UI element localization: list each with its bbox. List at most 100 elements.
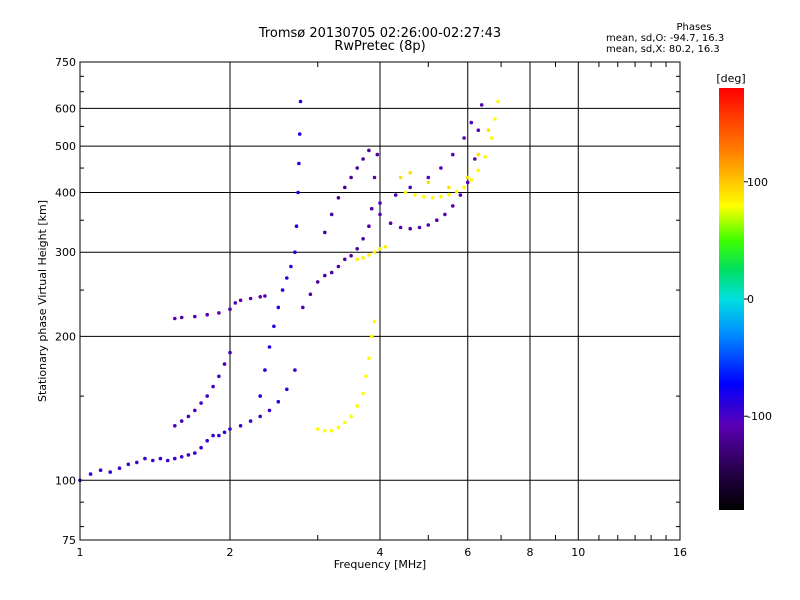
data-point	[228, 427, 232, 431]
data-point	[462, 136, 466, 140]
data-point	[267, 345, 272, 349]
data-point	[217, 433, 221, 438]
data-point	[355, 247, 360, 251]
data-point	[263, 368, 267, 372]
data-point	[263, 294, 267, 298]
data-point	[323, 273, 327, 278]
data-point	[205, 312, 209, 317]
data-point	[393, 193, 398, 197]
data-point	[426, 175, 431, 180]
data-point	[98, 468, 103, 473]
x-tick-labels: 1 2 4 6 8 10 16	[77, 546, 688, 559]
data-point	[343, 257, 347, 262]
x-tick-label: 10	[571, 546, 585, 559]
data-point	[479, 103, 484, 107]
data-point	[367, 224, 371, 228]
x-tick-label: 6	[464, 546, 471, 559]
data-point	[217, 311, 221, 315]
data-point	[426, 180, 431, 185]
data-point	[205, 438, 209, 443]
data-point	[158, 456, 163, 461]
y-tick-label: 400	[55, 186, 76, 199]
data-point	[439, 194, 443, 199]
x-axis-label: Frequency [MHz]	[334, 558, 426, 571]
x-tick-label: 2	[227, 546, 234, 559]
data-point	[417, 225, 422, 230]
data-point	[343, 420, 347, 425]
data-point	[315, 280, 320, 284]
data-point	[258, 394, 263, 398]
data-point	[285, 276, 289, 280]
data-point	[364, 374, 368, 379]
data-point	[465, 180, 470, 185]
data-point	[179, 419, 184, 423]
data-point	[447, 185, 451, 190]
data-point	[408, 226, 413, 231]
data-point	[276, 305, 281, 310]
chart-subtitle: RwPretec (8p)	[334, 39, 426, 54]
data-point	[378, 212, 382, 217]
data-point	[217, 374, 221, 379]
data-point	[88, 472, 93, 476]
plot-frame	[79, 61, 681, 541]
colorbar	[719, 88, 744, 510]
data-point	[349, 414, 353, 419]
data-point	[465, 175, 470, 180]
data-point	[315, 427, 320, 431]
data-point	[126, 462, 131, 467]
data-point	[301, 305, 305, 310]
y-tick-label: 200	[55, 330, 76, 343]
data-point	[165, 458, 170, 463]
data-point	[422, 194, 426, 199]
data-point	[486, 128, 491, 132]
y-axis-label: Stationary phase Virtual Height [km]	[36, 200, 49, 402]
y-tick-label: 100	[55, 474, 76, 487]
data-point	[323, 230, 327, 235]
data-point	[403, 190, 408, 195]
data-point	[329, 212, 334, 217]
data-point	[454, 189, 459, 194]
data-point	[108, 470, 112, 474]
data-point	[369, 334, 374, 339]
data-point	[329, 270, 334, 275]
data-point	[367, 148, 371, 153]
data-point	[361, 255, 365, 260]
data-point	[143, 456, 147, 461]
data-point	[323, 428, 327, 433]
colorbar-tick-label: 100	[747, 176, 768, 189]
data-point	[293, 368, 297, 372]
data-point	[489, 136, 494, 140]
data-point	[361, 391, 365, 396]
phase-stats-o-mode: mean, sd,O: -94.7, 16.3	[606, 33, 725, 44]
data-point	[117, 466, 122, 471]
data-point	[258, 414, 263, 419]
data-point	[447, 192, 451, 197]
data-point	[267, 408, 272, 413]
data-point	[398, 175, 403, 180]
data-point	[367, 253, 371, 257]
phase-stats: Phases mean, sd,O: -94.7, 16.3 mean, sd,…	[606, 22, 756, 55]
data-point	[469, 120, 474, 125]
data-point	[297, 132, 302, 136]
data-point	[205, 394, 209, 398]
data-point	[211, 433, 215, 438]
data-point	[408, 170, 413, 175]
data-point	[179, 455, 184, 459]
data-point	[272, 324, 276, 329]
data-point	[372, 319, 377, 324]
x-tick-label: 4	[377, 546, 384, 559]
data-point	[173, 424, 177, 428]
data-point	[375, 152, 380, 157]
data-point	[413, 193, 417, 197]
data-point	[476, 128, 481, 132]
data-point	[173, 456, 177, 461]
data-point	[293, 250, 297, 254]
data-point	[378, 247, 382, 251]
data-point	[233, 301, 238, 305]
data-point	[398, 225, 403, 230]
data-point	[435, 218, 439, 222]
data-point	[298, 99, 303, 104]
data-point	[349, 175, 353, 180]
data-point	[361, 237, 365, 241]
